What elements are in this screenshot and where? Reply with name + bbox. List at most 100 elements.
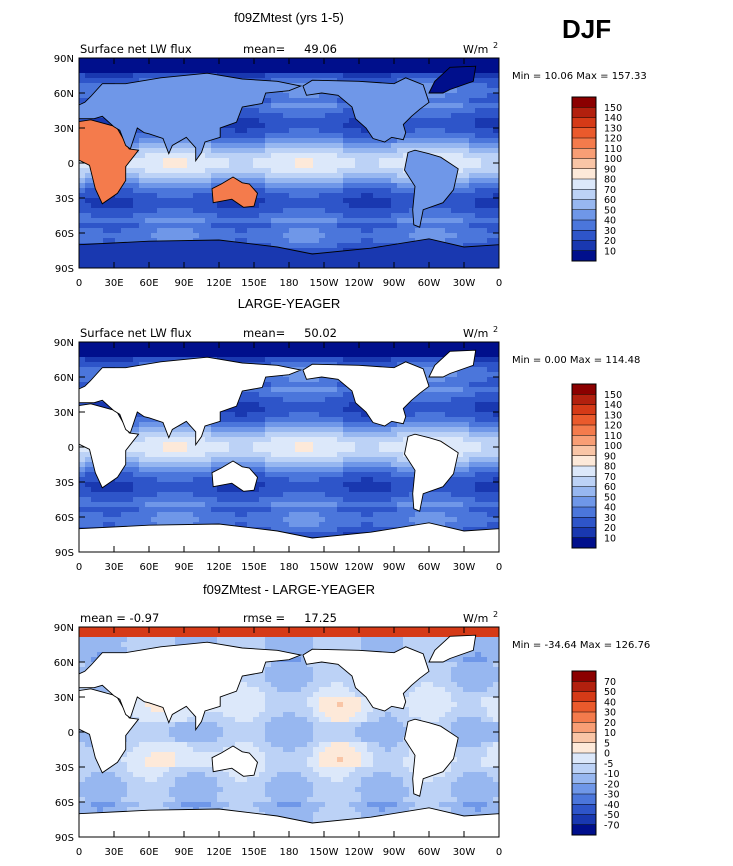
x-tick-label: 60E	[139, 847, 158, 858]
left-label: mean = -0.97	[80, 611, 159, 625]
x-tick-label: 30W	[453, 847, 476, 858]
stat-value: 17.25	[304, 611, 337, 625]
colorbar-swatch	[572, 148, 596, 159]
y-tick-label: 30S	[55, 763, 74, 774]
x-tick-label: 150W	[310, 847, 339, 858]
y-tick-label: 90S	[55, 548, 74, 559]
colorbar-swatch	[572, 425, 596, 436]
colorbar-swatch	[572, 97, 596, 108]
colorbar-swatch	[572, 168, 596, 180]
colorbar-swatch	[572, 517, 596, 528]
colorbar-tick-label: 60	[604, 195, 616, 206]
colorbar-tick-label: 40	[604, 697, 616, 708]
colorbar-swatch	[572, 671, 596, 682]
colorbar-tick-label: 0	[604, 749, 610, 760]
units-exponent: 2	[493, 41, 498, 50]
coastline-south-america	[404, 718, 459, 797]
colorbar-swatch	[572, 794, 596, 805]
colorbar-tick-label: 80	[604, 175, 616, 186]
coastline-europe-asia	[79, 72, 303, 163]
coastline-antarctica	[79, 807, 499, 837]
x-tick-label: 60W	[418, 562, 441, 573]
colorbar-tick-label: 50	[604, 687, 616, 698]
units-label: W/m	[463, 43, 488, 56]
units-exponent: 2	[493, 610, 498, 619]
coastline-europe-asia	[79, 356, 303, 447]
colorbar-swatch	[572, 486, 596, 498]
colorbar-swatch	[572, 804, 596, 815]
colorbar-tick-label: -70	[604, 820, 620, 831]
colorbar-tick-label: 70	[604, 472, 616, 483]
colorbar-tick-label: 40	[604, 503, 616, 514]
x-tick-label: 150E	[241, 847, 266, 858]
y-tick-label: 0	[68, 159, 74, 170]
x-tick-label: 30W	[453, 562, 476, 573]
colorbar-tick-label: 60	[604, 482, 616, 493]
colorbar-swatch	[572, 189, 596, 200]
panel-title: f09ZMtest (yrs 1-5)	[234, 10, 344, 25]
x-tick-label: 0	[496, 562, 502, 573]
map-field	[79, 342, 499, 552]
x-tick-label: 30E	[104, 847, 123, 858]
y-tick-label: 90N	[54, 54, 74, 65]
colorbar-swatch	[572, 476, 596, 487]
colorbar-tick-label: 30	[604, 708, 616, 719]
colorbar-swatch	[572, 466, 596, 477]
colorbar-swatch	[572, 773, 596, 785]
x-tick-label: 90W	[383, 562, 406, 573]
units-label: W/m	[463, 327, 488, 340]
x-tick-label: 180	[279, 278, 298, 289]
stat-value: 50.02	[304, 326, 337, 340]
units-label: W/m	[463, 612, 488, 625]
colorbar-swatch	[572, 445, 596, 457]
x-tick-label: 60E	[139, 278, 158, 289]
colorbar-tick-label: 30	[604, 513, 616, 524]
coastline-australia	[211, 745, 258, 777]
y-tick-label: 60S	[55, 513, 74, 524]
y-tick-label: 90N	[54, 623, 74, 634]
colorbar-tick-label: 10	[604, 728, 616, 739]
y-tick-label: 0	[68, 443, 74, 454]
colorbar-tick-label: 100	[604, 154, 622, 165]
colorbar-swatch	[572, 712, 596, 723]
coastline-antarctica	[79, 522, 499, 552]
colorbar-tick-label: 90	[604, 451, 616, 462]
y-tick-label: 30N	[54, 124, 74, 135]
colorbar-tick-label: 130	[604, 123, 622, 134]
coastline-greenland	[428, 634, 477, 663]
colorbar-swatch	[572, 814, 596, 826]
colorbar-tick-label: 110	[604, 144, 622, 155]
colorbar-tick-label: -50	[604, 810, 620, 821]
y-tick-label: 30S	[55, 194, 74, 205]
y-tick-label: 60N	[54, 89, 74, 100]
x-tick-label: 120E	[206, 562, 231, 573]
y-tick-label: 30N	[54, 408, 74, 419]
panel-title: LARGE-YEAGER	[238, 296, 341, 311]
x-tick-label: 150W	[310, 562, 339, 573]
x-tick-label: 30W	[453, 278, 476, 289]
colorbar-tick-label: -5	[604, 759, 613, 770]
colorbar-tick-label: 130	[604, 410, 622, 421]
colorbar-swatch	[572, 691, 596, 703]
y-tick-label: 30S	[55, 478, 74, 489]
colorbar-tick-label: 10	[604, 533, 616, 544]
colorbar-tick-label: -20	[604, 779, 620, 790]
coastline-south-america	[404, 149, 459, 228]
colorbar-swatch	[572, 107, 596, 118]
colorbar-swatch	[572, 384, 596, 395]
colorbar-swatch	[572, 527, 596, 539]
min-max-label: Min = 0.00 Max = 114.48	[512, 355, 640, 366]
colorbar-tick-label: 50	[604, 205, 616, 216]
colorbar-swatch	[572, 209, 596, 221]
coastline-south-america	[404, 433, 459, 512]
colorbar-swatch	[572, 138, 596, 149]
x-tick-label: 60W	[418, 847, 441, 858]
colorbar-tick-label: 150	[604, 103, 622, 114]
colorbar-tick-label: -30	[604, 790, 620, 801]
colorbar-swatch	[572, 220, 596, 231]
colorbar-tick-label: 110	[604, 431, 622, 442]
colorbar-tick-label: 40	[604, 216, 616, 227]
